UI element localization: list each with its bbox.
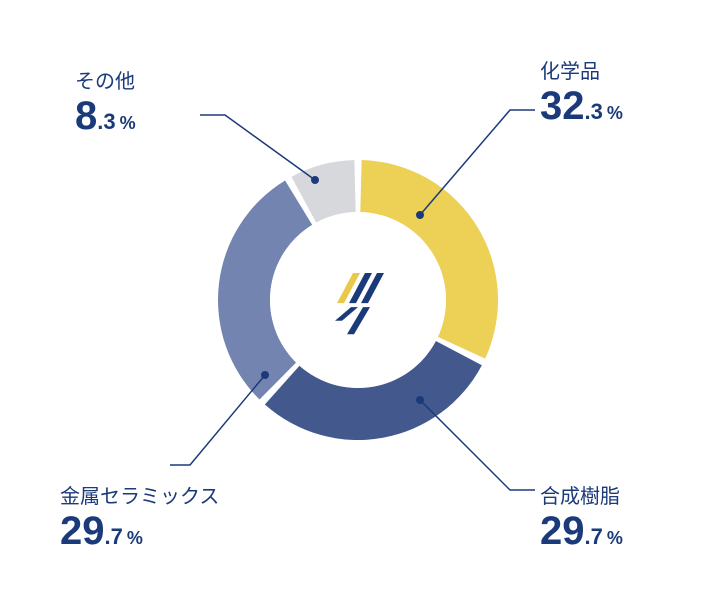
label-other-value: 8.3% xyxy=(75,94,136,139)
leader-line-other xyxy=(200,115,315,180)
label-ceramics-value: 29.7% xyxy=(60,509,219,554)
label-ceramics: 金属セラミックス 29.7% xyxy=(60,480,219,554)
label-ceramics-name: 金属セラミックス xyxy=(60,480,219,509)
label-chemicals-value: 32.3% xyxy=(540,84,623,129)
label-other: その他 8.3% xyxy=(75,65,136,139)
label-resin-value: 29.7% xyxy=(540,509,623,554)
donut-hole xyxy=(270,212,446,388)
label-resin-name: 合成樹脂 xyxy=(540,480,623,509)
label-other-name: その他 xyxy=(75,65,136,94)
label-resin: 合成樹脂 29.7% xyxy=(540,480,623,554)
label-chemicals-name: 化学品 xyxy=(540,55,623,84)
label-chemicals: 化学品 32.3% xyxy=(540,55,623,129)
donut-chart: 化学品 32.3% 合成樹脂 29.7% 金属セラミックス 29.7% その他 … xyxy=(0,0,716,600)
